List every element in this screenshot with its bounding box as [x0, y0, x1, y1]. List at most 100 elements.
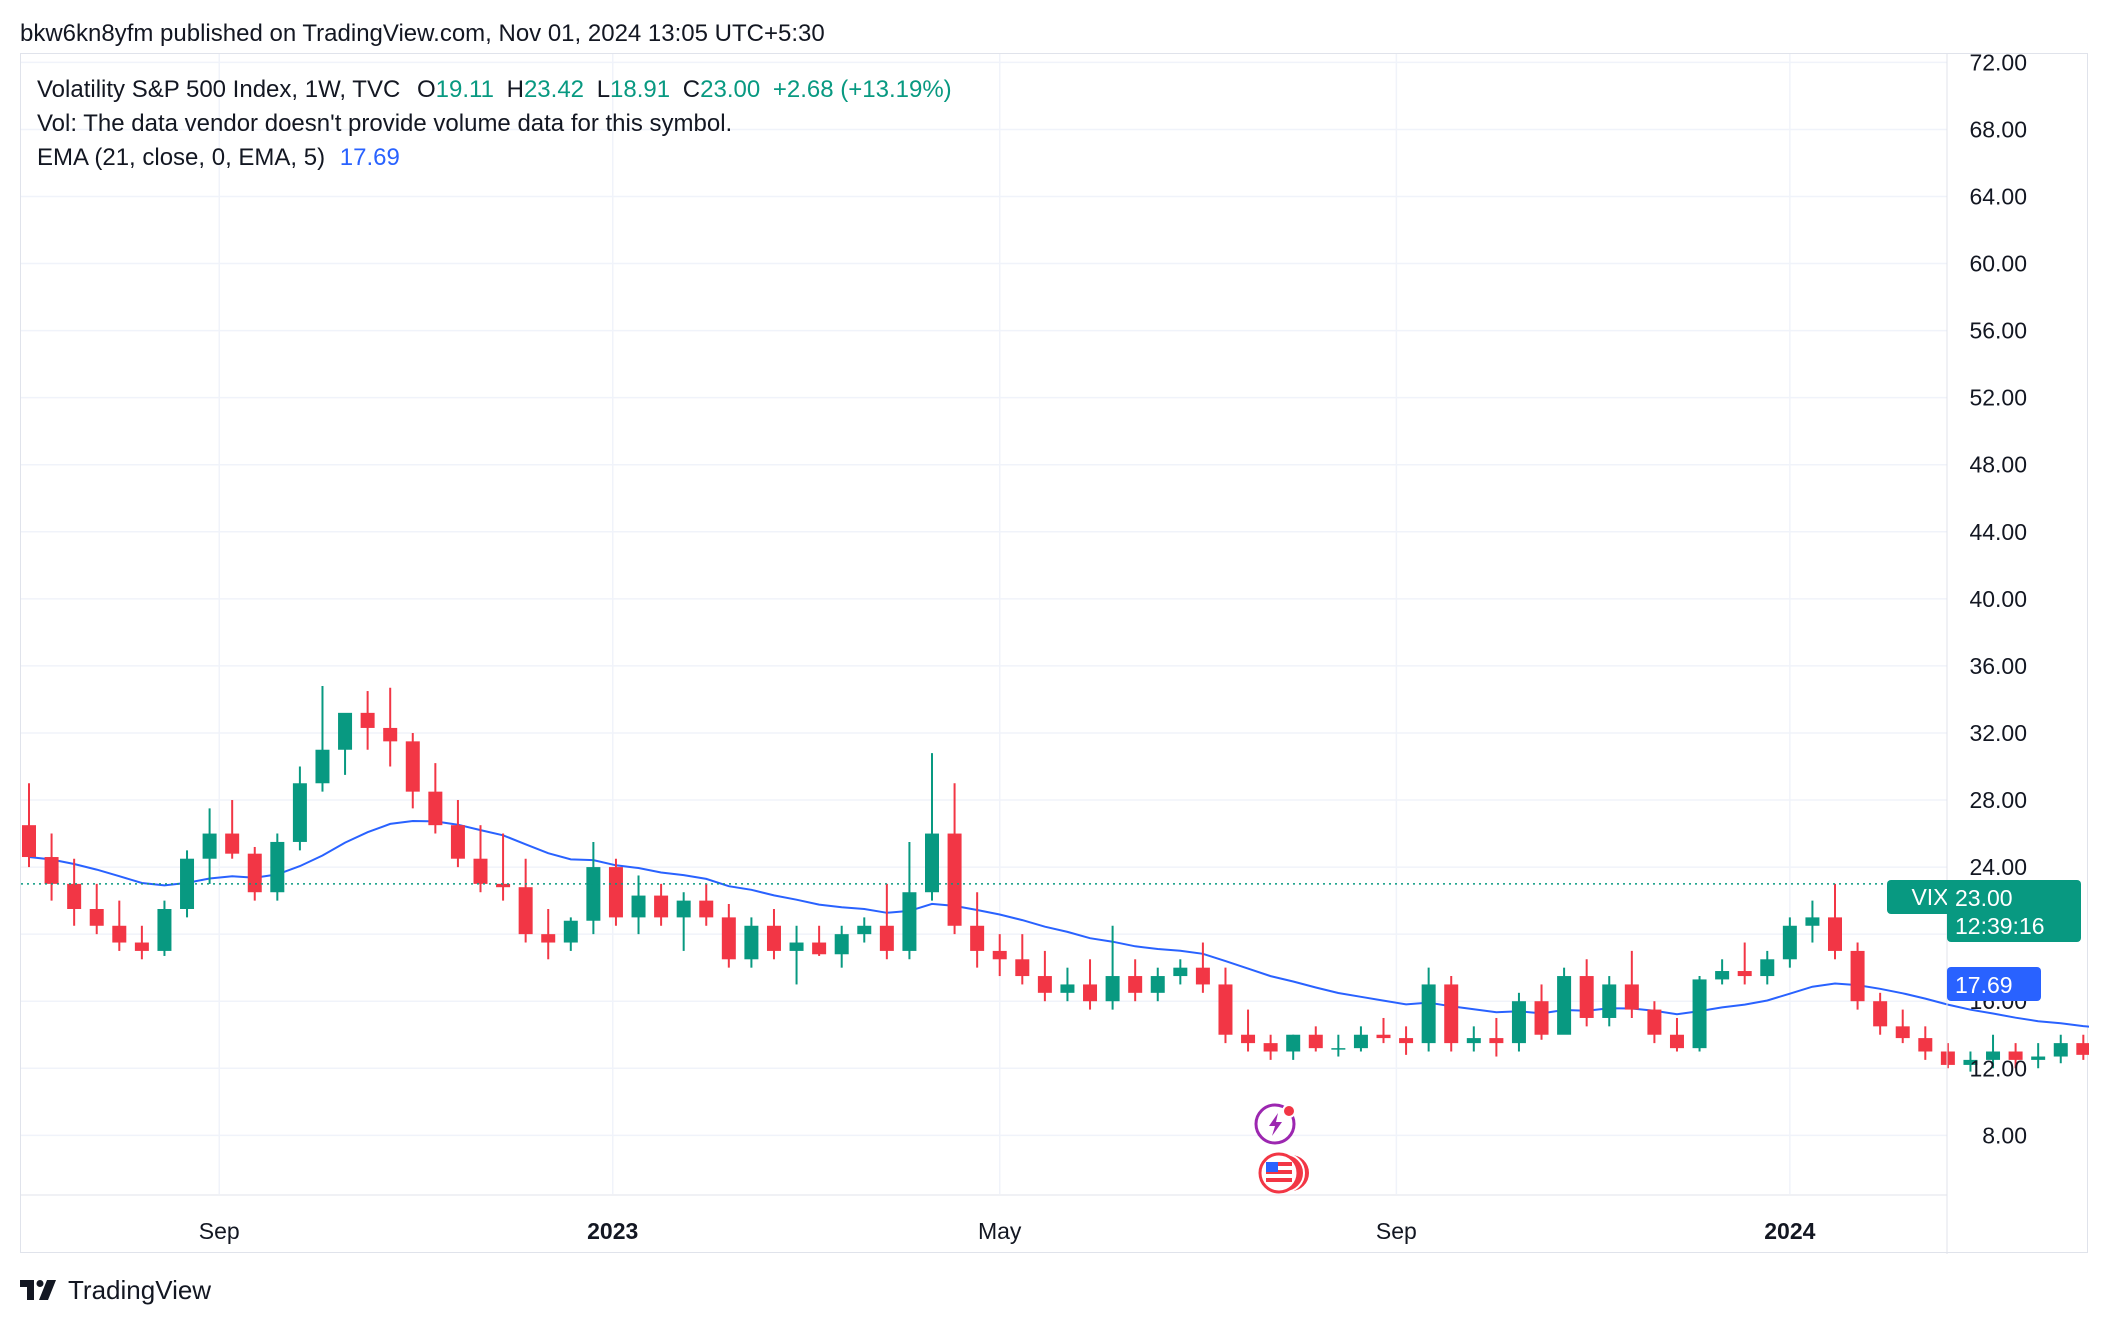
candle[interactable] [22, 783, 36, 868]
candle[interactable] [518, 858, 533, 943]
candle[interactable] [157, 900, 172, 956]
candle[interactable] [180, 850, 195, 918]
candle[interactable] [1286, 1034, 1301, 1060]
candle[interactable] [338, 712, 353, 775]
candle[interactable] [744, 917, 759, 968]
candle[interactable] [1873, 992, 1888, 1035]
candle[interactable] [879, 883, 894, 960]
candles-layer[interactable] [22, 168, 2089, 1090]
candle[interactable] [473, 825, 488, 893]
candle[interactable] [1760, 950, 1775, 985]
candle[interactable] [496, 833, 511, 901]
candle[interactable] [1466, 1026, 1481, 1052]
candle[interactable] [1489, 1017, 1504, 1057]
candle[interactable] [1805, 900, 1820, 943]
candle[interactable] [676, 892, 691, 951]
candle[interactable] [270, 833, 285, 901]
candle[interactable] [699, 883, 714, 926]
candle[interactable] [2031, 1043, 2046, 1069]
candle[interactable] [1511, 992, 1526, 1052]
candle[interactable] [1331, 1034, 1346, 1057]
candle[interactable] [1128, 959, 1143, 1002]
candle[interactable] [902, 841, 917, 960]
candle[interactable] [2053, 1034, 2068, 1064]
candle[interactable] [1195, 942, 1210, 993]
candle[interactable] [766, 909, 781, 960]
candle[interactable] [1376, 1017, 1391, 1044]
candle[interactable] [563, 917, 578, 951]
candle[interactable] [1421, 967, 1436, 1052]
candle[interactable] [225, 800, 240, 859]
candlestick-chart[interactable]: 8.0012.0016.0020.0024.0028.0032.0036.004… [21, 54, 2089, 1254]
candle[interactable] [405, 732, 420, 809]
candle[interactable] [1940, 1043, 1955, 1069]
candle[interactable] [112, 900, 127, 951]
candle[interactable] [608, 858, 623, 926]
candle[interactable] [1715, 959, 1730, 985]
candle[interactable] [1828, 883, 1842, 960]
candle[interactable] [1557, 967, 1572, 1035]
candle[interactable] [834, 925, 849, 968]
candle[interactable] [1083, 959, 1098, 1010]
candle[interactable] [1624, 950, 1639, 1018]
candle[interactable] [315, 686, 330, 792]
candle[interactable] [1918, 1026, 1933, 1060]
candle[interactable] [1444, 976, 1459, 1052]
candle[interactable] [1150, 967, 1165, 1002]
candle[interactable] [541, 909, 556, 960]
candle[interactable] [134, 925, 149, 960]
candle[interactable] [1308, 1026, 1323, 1052]
candle[interactable] [970, 892, 985, 968]
candle[interactable] [1015, 934, 1030, 985]
candle[interactable] [1850, 942, 1865, 1010]
candle[interactable] [1060, 967, 1075, 1002]
candle[interactable] [1669, 1017, 1684, 1052]
legend-ema-line[interactable]: EMA (21, close, 0, EMA, 5) 17.69 [37, 144, 400, 172]
candle[interactable] [1263, 1034, 1278, 1060]
candle[interactable] [857, 917, 872, 943]
candle[interactable] [1895, 1009, 1910, 1044]
candle[interactable] [1737, 942, 1752, 985]
candle[interactable] [812, 925, 827, 956]
candle[interactable] [292, 766, 307, 851]
candle[interactable] [247, 846, 262, 901]
lightning-event-icon[interactable] [1254, 1103, 1296, 1145]
time-axis[interactable]: Sep2023MaySep2024MaySep2025MaySep2026 [21, 1194, 2089, 1244]
candle[interactable] [1353, 1026, 1368, 1052]
candle[interactable] [1173, 959, 1188, 985]
candle[interactable] [2076, 1034, 2089, 1060]
candle[interactable] [1963, 1051, 1978, 1072]
candle[interactable] [654, 883, 669, 926]
candle[interactable] [1647, 1001, 1662, 1044]
candle[interactable] [1241, 1009, 1256, 1052]
candle[interactable] [2008, 1043, 2023, 1069]
candle[interactable] [1037, 950, 1052, 1002]
candle[interactable] [1399, 1026, 1414, 1055]
candle[interactable] [360, 691, 375, 750]
candle[interactable] [1692, 976, 1707, 1052]
candle[interactable] [1579, 959, 1594, 1027]
candle[interactable] [428, 763, 443, 834]
candle[interactable] [1534, 984, 1549, 1040]
chart-frame[interactable]: 8.0012.0016.0020.0024.0028.0032.0036.004… [20, 53, 2089, 1254]
candle[interactable] [1782, 917, 1797, 968]
candle[interactable] [947, 783, 962, 935]
price-axis[interactable]: 8.0012.0016.0020.0024.0028.0032.0036.004… [1946, 54, 2027, 1254]
candle[interactable] [89, 883, 104, 935]
candle[interactable] [721, 903, 736, 968]
candle[interactable] [631, 875, 646, 935]
us-flag-economic-event-icon[interactable] [1258, 1152, 1311, 1194]
candle[interactable] [44, 833, 59, 901]
candle[interactable] [925, 753, 939, 901]
candle[interactable] [67, 858, 82, 926]
candle[interactable] [383, 687, 398, 767]
candle[interactable] [1105, 925, 1120, 1010]
candle[interactable] [1218, 967, 1233, 1044]
candle[interactable] [1602, 976, 1617, 1027]
event-icons[interactable] [1254, 1103, 1311, 1194]
candle[interactable] [450, 800, 465, 868]
candle[interactable] [789, 925, 804, 985]
candle[interactable] [202, 808, 217, 884]
candle[interactable] [1986, 1034, 2001, 1069]
candle[interactable] [586, 841, 601, 935]
